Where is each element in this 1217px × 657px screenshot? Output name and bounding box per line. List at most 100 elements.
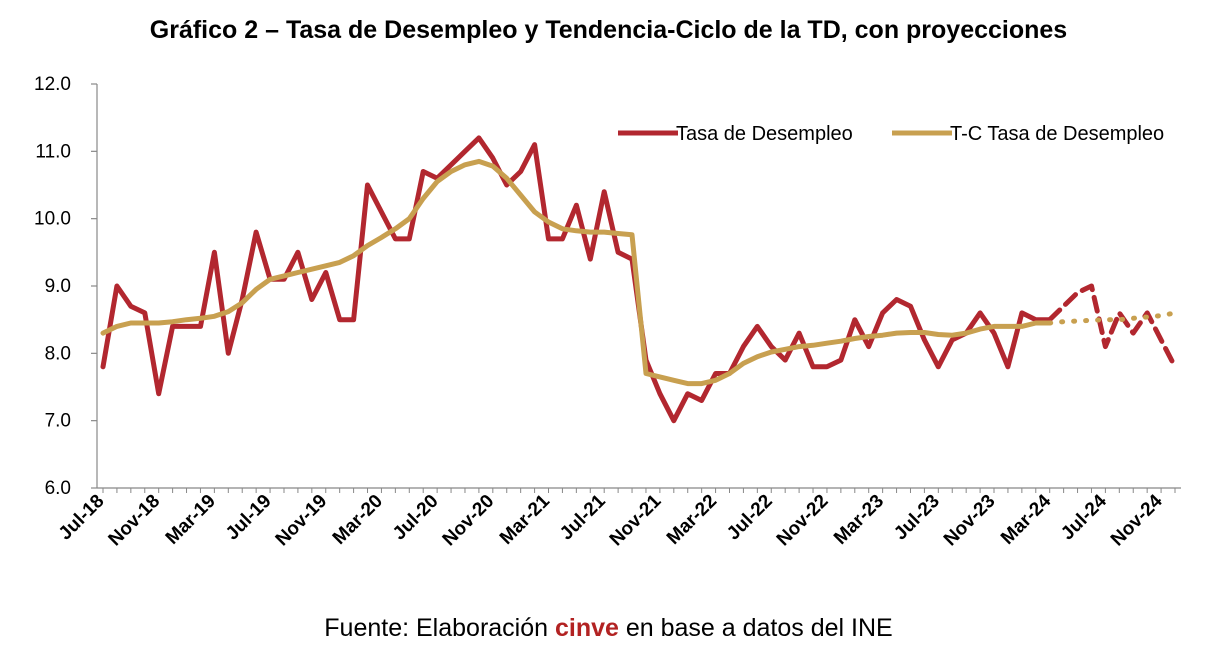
data-point — [100, 364, 105, 369]
data-point — [532, 142, 537, 147]
data-point — [602, 189, 607, 194]
data-point — [922, 337, 927, 342]
y-tick-label: 8.0 — [45, 343, 71, 364]
data-point — [588, 256, 593, 261]
data-point — [309, 267, 314, 272]
data-point — [546, 219, 551, 224]
data-point — [518, 169, 523, 174]
data-point — [1005, 324, 1010, 329]
data-point — [448, 169, 453, 174]
data-point — [643, 371, 648, 376]
x-tick-label: Jul-20 — [389, 491, 443, 545]
data-point — [838, 339, 843, 344]
data-point — [824, 364, 829, 369]
data-point — [1145, 314, 1150, 319]
data-point — [852, 336, 857, 341]
data-point — [254, 287, 259, 292]
data-point — [295, 250, 300, 255]
data-point — [977, 326, 982, 331]
data-point — [337, 317, 342, 322]
data-point — [1103, 344, 1108, 349]
x-tick-label: Mar-21 — [496, 490, 554, 548]
data-point — [476, 135, 481, 140]
y-tick-label: 6.0 — [45, 478, 71, 499]
data-point — [128, 320, 133, 325]
data-point — [1089, 283, 1094, 288]
x-tick-label: Jul-23 — [890, 491, 944, 545]
data-point — [421, 169, 426, 174]
data-point — [448, 162, 453, 167]
data-point — [810, 343, 815, 348]
data-point — [560, 236, 565, 241]
data-point — [337, 260, 342, 265]
data-point — [142, 320, 147, 325]
data-point — [142, 310, 147, 315]
data-point — [713, 371, 718, 376]
data-point — [114, 283, 119, 288]
x-tick-label: Jul-21 — [556, 490, 610, 544]
data-point — [351, 253, 356, 258]
data-point — [212, 250, 217, 255]
data-point — [616, 250, 621, 255]
data-point — [267, 277, 272, 282]
data-point — [490, 164, 495, 169]
data-point — [351, 317, 356, 322]
source-suffix: en base a datos del INE — [618, 614, 893, 642]
data-point — [476, 159, 481, 164]
series-line-1 — [100, 158, 1053, 387]
y-tick-label: 12.0 — [34, 74, 71, 95]
data-point — [713, 378, 718, 383]
data-point — [685, 381, 690, 386]
data-point — [407, 236, 412, 241]
data-point — [323, 270, 328, 275]
data-point — [936, 332, 941, 337]
chart-title: Gráfico 2 – Tasa de Desempleo y Tendenci… — [149, 16, 1068, 44]
data-point — [295, 270, 300, 275]
x-tick-label: Nov-23 — [940, 491, 1000, 551]
data-point — [824, 341, 829, 346]
data-point — [1172, 310, 1177, 315]
x-tick-label: Jul-22 — [723, 491, 777, 545]
data-point — [462, 162, 467, 167]
x-tick-label: Nov-20 — [439, 491, 499, 551]
data-point — [894, 331, 899, 336]
data-point — [1131, 316, 1136, 321]
data-point — [880, 310, 885, 315]
data-point — [254, 230, 259, 235]
data-point — [184, 317, 189, 322]
data-point — [365, 182, 370, 187]
data-point — [741, 344, 746, 349]
data-point — [226, 351, 231, 356]
data-point — [908, 304, 913, 309]
data-point — [1019, 324, 1024, 329]
data-point — [379, 235, 384, 240]
data-point — [281, 273, 286, 278]
data-point — [462, 149, 467, 154]
x-tick-label: Mar-20 — [329, 491, 387, 549]
data-point — [198, 316, 203, 321]
legend-label-1: T-C Tasa de Desempleo — [950, 123, 1164, 145]
data-point — [1131, 331, 1136, 336]
data-point — [755, 354, 760, 359]
data-point — [421, 196, 426, 201]
data-point — [226, 309, 231, 314]
data-point — [936, 364, 941, 369]
data-point — [852, 317, 857, 322]
data-point — [810, 364, 815, 369]
data-point — [156, 391, 161, 396]
data-point — [922, 330, 927, 335]
data-point — [1172, 364, 1177, 369]
data-point — [755, 324, 760, 329]
data-point — [1033, 320, 1038, 325]
data-point — [588, 230, 593, 235]
data-point — [769, 344, 774, 349]
data-point — [783, 347, 788, 352]
data-point — [128, 304, 133, 309]
x-tick-label: Mar-19 — [162, 491, 220, 549]
data-point — [393, 226, 398, 231]
data-point — [616, 231, 621, 236]
data-point — [1117, 317, 1122, 322]
data-point — [629, 232, 634, 237]
data-point — [156, 320, 161, 325]
